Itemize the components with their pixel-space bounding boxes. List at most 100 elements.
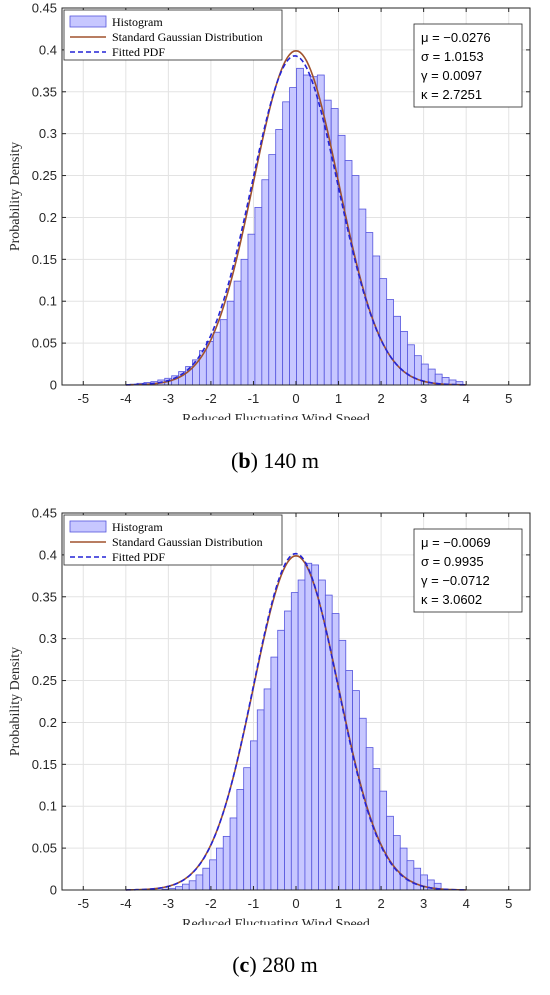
histogram-bar	[216, 847, 224, 891]
histogram-bar	[351, 175, 360, 386]
histogram-bar	[407, 344, 415, 386]
histogram-bar	[250, 740, 258, 891]
histogram-bar	[254, 206, 263, 386]
x-tick-label: 4	[463, 391, 470, 406]
histogram-bar	[240, 258, 249, 386]
histogram-bar	[345, 670, 353, 891]
y-axis-label: Probability Density	[8, 647, 23, 756]
x-tick-label: -2	[205, 391, 217, 406]
x-tick-label: 5	[505, 896, 512, 911]
histogram-bar	[256, 709, 265, 891]
y-axis: 0 0.05 0.1 0.15 0.2 0.25 0.3 0.35 0.4 0.45	[32, 506, 530, 898]
x-tick-label: 4	[463, 896, 470, 911]
y-tick-label: 0.3	[39, 126, 57, 141]
y-tick-label: 0.4	[39, 42, 57, 57]
histogram-bar	[212, 331, 221, 386]
histogram-bar	[413, 867, 422, 891]
histogram-bar	[318, 579, 326, 891]
y-tick-label: 0.05	[32, 336, 57, 351]
legend-label: Standard Gaussian Distribution	[112, 30, 263, 44]
chart-caption-280m: (c) 280 m	[232, 952, 318, 977]
y-tick-label: 0.15	[32, 252, 57, 267]
y-tick-label: 0.3	[39, 631, 57, 646]
stats-box: μ = −0.0276 σ = 1.0153 γ = 0.0097 κ = 2.725…	[413, 23, 523, 108]
x-axis: -5 -4 -3 -2 -1 0 1 2 3 4 5	[77, 8, 512, 406]
histogram-bar	[226, 300, 235, 386]
x-tick-label: 3	[420, 391, 427, 406]
y-tick-label: 0.15	[32, 757, 57, 772]
histogram-bar	[337, 134, 346, 386]
histogram-bar	[195, 874, 204, 891]
legend-label: Standard Gaussian Distribution	[112, 535, 263, 549]
x-tick-label: -5	[77, 391, 89, 406]
x-tick-label: -3	[163, 896, 175, 911]
histogram-bar	[188, 880, 197, 891]
y-tick-label: 0.2	[39, 715, 57, 730]
histogram-bar	[219, 319, 228, 386]
x-tick-label: -1	[248, 391, 260, 406]
stats-line: σ = 0.9935	[421, 554, 484, 569]
histogram-bar	[344, 160, 353, 386]
stats-line: μ = −0.0276	[421, 30, 491, 45]
histogram-bar	[393, 835, 401, 891]
histogram-bar	[297, 579, 306, 891]
chart-caption-140m: (b) 140 m	[230, 448, 320, 473]
stats-frame	[413, 23, 523, 108]
x-tick-label: 2	[377, 391, 384, 406]
x-tick-label: -3	[163, 391, 175, 406]
histogram-bar	[282, 101, 290, 386]
y-tick-label: 0.2	[39, 210, 57, 225]
y-tick-label: 0.1	[39, 799, 57, 814]
legend-swatch-histogram	[69, 15, 107, 28]
y-tick-label: 0	[50, 883, 57, 898]
x-tick-label: 3	[420, 896, 427, 911]
y-axis: 0 0.05 0.1 0.15 0.2 0.25 0.3 0.35 0.4 0.45	[32, 1, 530, 393]
histogram-bars	[161, 562, 442, 891]
y-tick-label: 0.35	[32, 84, 57, 99]
histogram-bar	[270, 656, 279, 891]
x-tick-label: 1	[335, 391, 342, 406]
histogram-bar	[247, 233, 256, 386]
stats-box: μ = −0.0069 σ = 0.9935 γ = −0.0712 κ = 3.06…	[413, 528, 523, 613]
histogram-bar	[379, 790, 388, 891]
chart-panel-140m: -5 -4 -3 -2 -1 0 1 2 3 4 5 0 0.05 0.1 0.15 0.2 0.25 0.3 0.…	[0, 0, 550, 490]
x-tick-label: -2	[205, 896, 217, 911]
histogram-bar	[243, 767, 251, 891]
histogram-bar	[261, 179, 270, 386]
histogram-bars	[129, 67, 464, 386]
histogram-bar	[406, 860, 415, 891]
y-tick-label: 0	[50, 378, 57, 393]
legend-label: Fitted PDF	[112, 550, 165, 564]
x-axis-label: Reduced Fluctuating Wind Speed	[182, 917, 370, 925]
histogram-bar	[400, 330, 408, 386]
y-tick-label: 0.45	[32, 1, 57, 16]
y-tick-label: 0.25	[32, 168, 57, 183]
histogram-bar	[277, 629, 285, 891]
histogram-bar	[352, 690, 360, 891]
x-tick-label: 5	[505, 391, 512, 406]
y-tick-label: 0.4	[39, 547, 57, 562]
stats-line: σ = 1.0153	[421, 49, 484, 64]
histogram-bar	[379, 278, 388, 386]
x-tick-label: -4	[120, 391, 132, 406]
y-tick-label: 0.45	[32, 506, 57, 521]
x-tick-label: -5	[77, 896, 89, 911]
x-tick-label: 2	[377, 896, 384, 911]
histogram-bar	[386, 299, 394, 386]
legend-swatch-histogram	[69, 520, 107, 533]
chart-panel-280m: -5 -4 -3 -2 -1 0 1 2 3 4 5 0 0.05 0.1 0.15 0.2 0.25 0.3 0.…	[0, 505, 550, 995]
histogram-bar	[222, 835, 231, 891]
legend-label: Fitted PDF	[112, 45, 165, 59]
histogram-bar	[175, 886, 183, 891]
histogram-bar	[229, 817, 238, 891]
fitted-pdf-curve	[125, 552, 467, 891]
histogram-bar	[304, 562, 313, 891]
histogram-bar	[331, 613, 340, 891]
x-tick-label: 0	[292, 896, 299, 911]
histogram-bar	[275, 129, 284, 386]
histogram-bar	[182, 883, 190, 891]
histogram-bar	[284, 610, 292, 891]
y-tick-label: 0.05	[32, 841, 57, 856]
histogram-bar	[303, 74, 311, 386]
